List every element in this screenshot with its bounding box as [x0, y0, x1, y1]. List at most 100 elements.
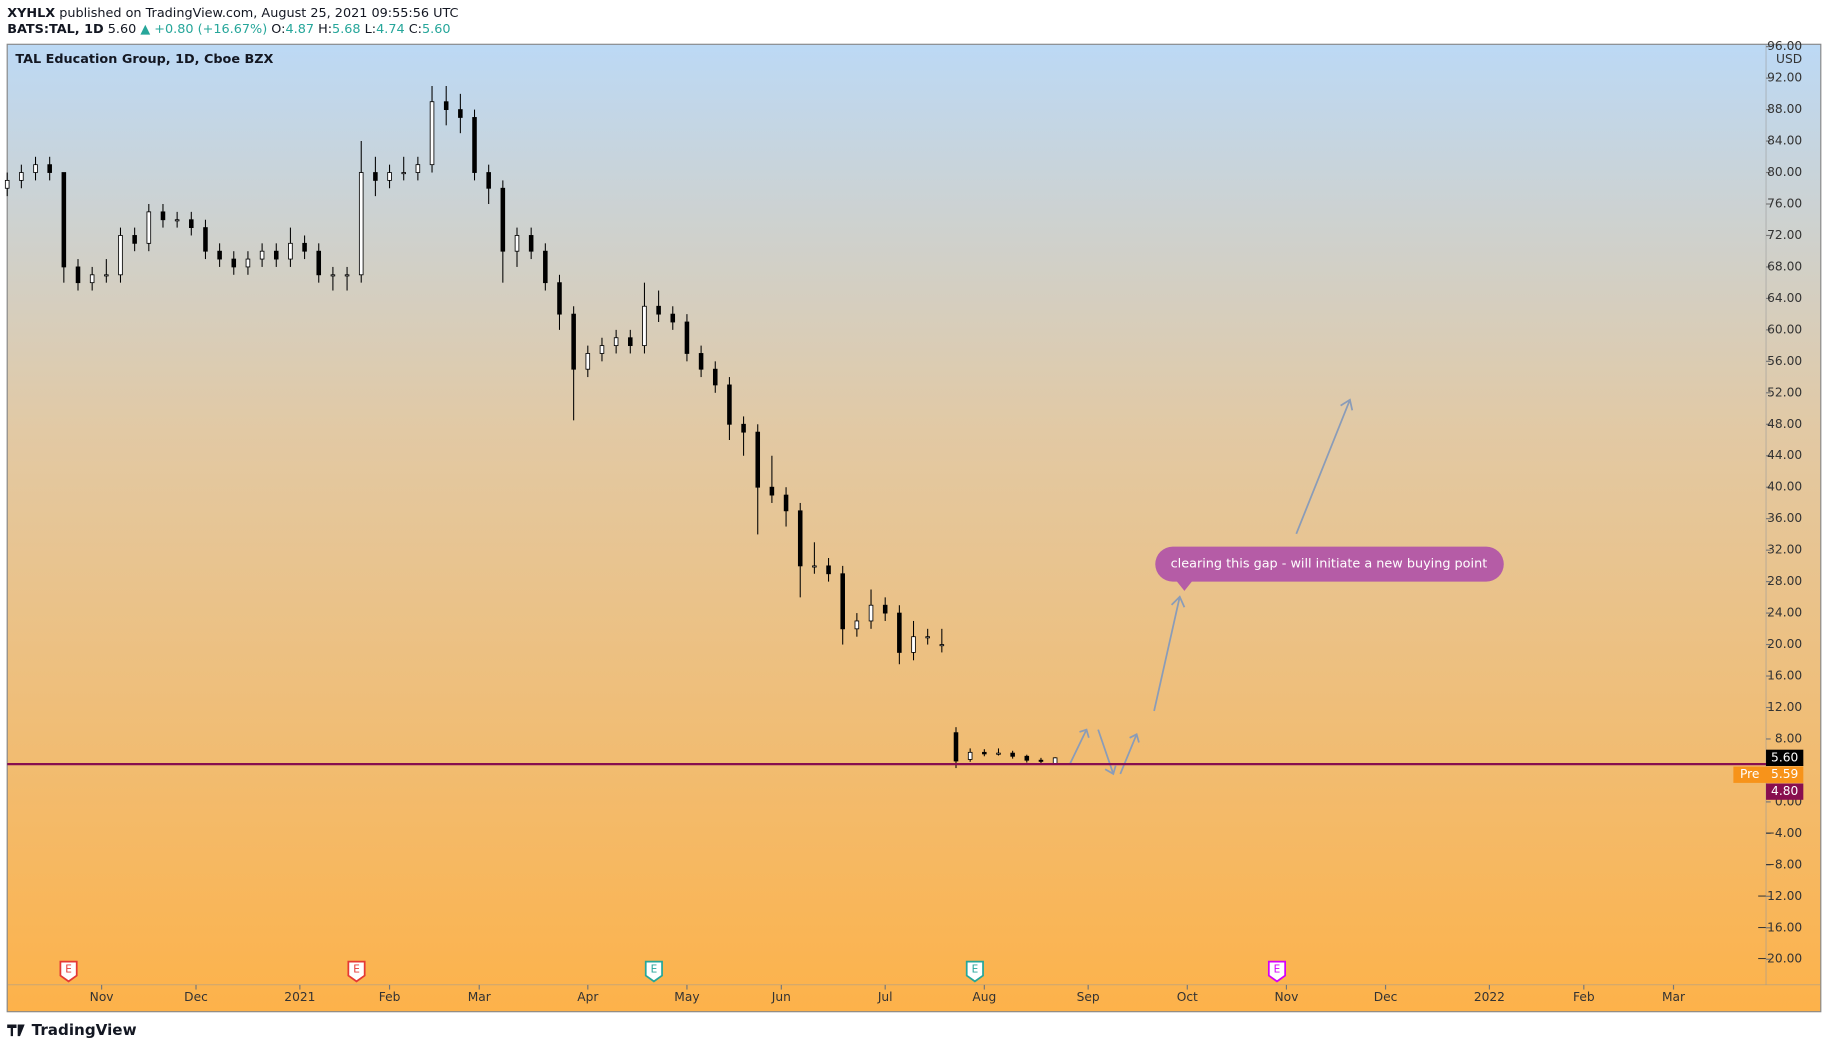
y-tick-label: 44.00: [1767, 448, 1802, 462]
candle-body: [259, 250, 265, 260]
candle-body: [996, 752, 1001, 755]
candle-body: [189, 219, 194, 229]
chart-title: TAL Education Group, 1D, Cboe BZX: [15, 52, 273, 67]
annotation-bubble: clearing this gap - will initiate a new …: [1155, 546, 1504, 591]
candle-body: [982, 751, 987, 755]
x-tick-label: Sep: [1077, 990, 1100, 1004]
candle-body: [19, 172, 24, 181]
price-label-box: [1766, 783, 1804, 800]
candle-body: [89, 274, 95, 284]
x-tick-label: Feb: [379, 990, 401, 1004]
candle-body: [174, 219, 180, 222]
earnings-marker: [59, 960, 78, 983]
x-tick-label: Nov: [90, 990, 114, 1004]
y-tick-label: 76.00: [1767, 196, 1802, 210]
y-tick-label: −20.00: [1757, 952, 1802, 966]
candle-body: [712, 368, 718, 386]
x-tick-label: Mar: [1662, 990, 1686, 1004]
candle-body: [783, 494, 789, 512]
price-label-box: [1766, 766, 1804, 783]
candles: [4, 85, 1058, 769]
candle-body: [387, 172, 392, 181]
plot-area: [6, 43, 1822, 1013]
candle-body: [472, 117, 477, 173]
l-key: L:: [365, 22, 376, 37]
candle-body: [358, 172, 364, 276]
candle-body: [1052, 757, 1058, 764]
brand: TradingView: [7, 1021, 137, 1039]
candle-body: [953, 732, 959, 762]
candle-body: [599, 345, 605, 354]
y-tick-label: 84.00: [1767, 134, 1802, 148]
price: 5.60: [108, 22, 137, 37]
candle-body: [1038, 759, 1044, 762]
y-tick-label: 24.00: [1767, 606, 1802, 620]
y-tick-label: 72.00: [1767, 228, 1802, 242]
candle-body: [302, 242, 307, 252]
price-label-box: [1766, 749, 1804, 767]
candle-body: [543, 250, 548, 284]
candle-body: [882, 604, 888, 614]
candle-body: [47, 164, 52, 173]
y-tick-label: 52.00: [1767, 385, 1802, 399]
candle-body: [429, 101, 435, 166]
l-value: 4.74: [376, 22, 405, 37]
arrow: [1097, 729, 1117, 776]
bubble-tail: [1175, 579, 1194, 591]
arrow: [1119, 733, 1140, 775]
earnings-label: E: [353, 964, 360, 976]
candle-body: [33, 164, 38, 173]
symbol-line: BATS:TAL, 1D 5.60 ▲ +0.80 (+16.67%) O:4.…: [7, 22, 450, 37]
drawn-arrows: [1069, 398, 1354, 776]
earnings-label: E: [651, 964, 658, 976]
candle-body: [656, 305, 661, 315]
price-label-tag: Pre: [1740, 767, 1759, 781]
x-tick-label: Nov: [1274, 990, 1298, 1004]
candle-body: [741, 423, 746, 433]
h-key: H:: [318, 22, 332, 37]
y-tick-label: 40.00: [1767, 480, 1802, 494]
o-value: 4.87: [285, 22, 314, 37]
bubble: [1155, 546, 1504, 582]
y-tick-label: −12.00: [1757, 889, 1802, 903]
y-tick-label: 64.00: [1767, 291, 1802, 305]
candle-body: [486, 172, 491, 189]
candle-body: [61, 172, 67, 268]
price-label: 5.59: [1771, 767, 1798, 781]
candle-body: [160, 211, 166, 221]
x-tick-label: Aug: [972, 990, 996, 1004]
candle-body: [344, 274, 350, 277]
y-unit: USD: [1776, 52, 1802, 66]
symbol: BATS:TAL, 1D: [7, 22, 103, 37]
x-tick-label: Jul: [877, 990, 893, 1004]
candle-body: [104, 274, 109, 277]
y-tick-label: 68.00: [1767, 259, 1802, 273]
c-value: 5.60: [422, 22, 451, 37]
candle-body: [812, 565, 817, 568]
candle-body: [911, 636, 916, 653]
earnings-marker: [644, 960, 663, 983]
candle-body: [727, 384, 732, 425]
candle-body: [613, 337, 619, 347]
earnings-marker: [965, 960, 984, 983]
y-tick-label: 88.00: [1767, 102, 1802, 116]
candle-body: [146, 211, 152, 244]
candle-body: [330, 274, 336, 277]
candle-body: [500, 187, 506, 252]
y-tick-label: 20.00: [1767, 637, 1802, 651]
candle-body: [203, 227, 208, 252]
price-label: 5.60: [1771, 750, 1798, 764]
candle-body: [217, 250, 222, 260]
candle-body: [245, 258, 251, 268]
candle-body: [1010, 752, 1015, 757]
x-tick-label: 2021: [284, 990, 315, 1004]
candle-body: [628, 337, 633, 347]
x-tick-label: Dec: [1374, 990, 1398, 1004]
candle-body: [670, 313, 676, 323]
candle-body: [443, 101, 449, 110]
y-tick-label: 8.00: [1775, 731, 1802, 745]
candle-body: [571, 313, 576, 370]
h-value: 5.68: [332, 22, 361, 37]
candle-body: [854, 620, 860, 630]
x-tick-label: Mar: [468, 990, 492, 1004]
